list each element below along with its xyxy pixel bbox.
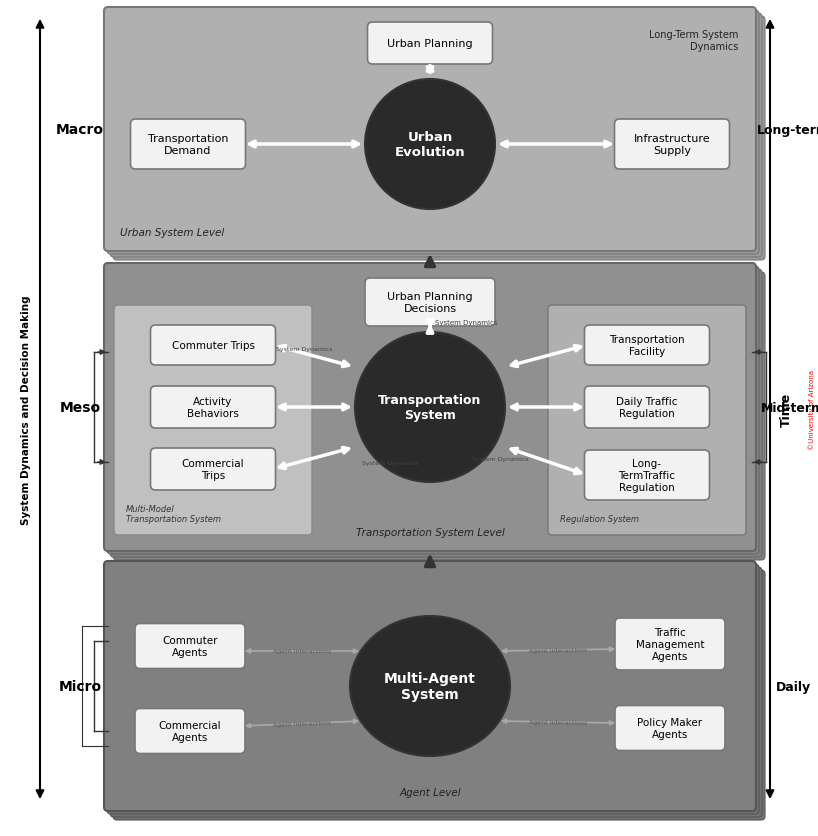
Ellipse shape [350, 616, 510, 756]
Text: Long-
TermTraffic
Regulation: Long- TermTraffic Regulation [618, 459, 676, 492]
Text: System Dynamics: System Dynamics [472, 457, 528, 462]
FancyBboxPatch shape [110, 14, 762, 257]
Text: Macro: Macro [56, 123, 104, 137]
Ellipse shape [355, 333, 505, 482]
Text: Meso: Meso [60, 400, 101, 415]
FancyBboxPatch shape [107, 564, 759, 814]
FancyBboxPatch shape [113, 570, 765, 820]
Text: Commuter
Agents: Commuter Agents [162, 635, 218, 657]
Text: Multi-Agent
System: Multi-Agent System [384, 671, 476, 701]
FancyBboxPatch shape [135, 624, 245, 669]
FancyBboxPatch shape [110, 568, 762, 817]
FancyBboxPatch shape [135, 709, 245, 753]
FancyBboxPatch shape [151, 386, 276, 429]
Text: Transportation System Level: Transportation System Level [356, 528, 505, 538]
Text: Transportation
Facility: Transportation Facility [609, 334, 685, 356]
Text: Commuter Trips: Commuter Trips [172, 340, 254, 350]
Text: Transportation
System: Transportation System [378, 394, 482, 421]
FancyBboxPatch shape [615, 706, 725, 751]
Text: Long-Term System
Dynamics: Long-Term System Dynamics [649, 30, 738, 52]
FancyBboxPatch shape [104, 263, 756, 551]
Text: Time: Time [780, 392, 793, 426]
Ellipse shape [365, 80, 495, 210]
Text: Traffic
Management
Agents: Traffic Management Agents [636, 628, 704, 660]
FancyBboxPatch shape [585, 325, 709, 365]
FancyBboxPatch shape [114, 306, 312, 535]
Text: Agent Interactions: Agent Interactions [529, 647, 587, 653]
FancyBboxPatch shape [585, 451, 709, 501]
Text: Agent Interactions: Agent Interactions [272, 720, 331, 727]
Text: Mid-term: Mid-term [761, 401, 818, 414]
Text: Agent Interactions: Agent Interactions [529, 719, 587, 725]
FancyBboxPatch shape [131, 120, 245, 170]
Text: System Dynamics: System Dynamics [276, 346, 332, 351]
FancyBboxPatch shape [585, 386, 709, 429]
Text: Transportation
Demand: Transportation Demand [148, 134, 228, 155]
FancyBboxPatch shape [104, 8, 756, 252]
Text: Micro: Micro [58, 679, 101, 693]
Text: Infrastructure
Supply: Infrastructure Supply [634, 134, 710, 155]
Text: System Dynamics: System Dynamics [435, 319, 497, 325]
Text: Daily Traffic
Regulation: Daily Traffic Regulation [616, 397, 678, 418]
Text: Agent Interactions: Agent Interactions [273, 649, 331, 654]
Text: Activity
Behaviors: Activity Behaviors [187, 397, 239, 418]
Text: System Dynamics and Decision Making: System Dynamics and Decision Making [21, 295, 31, 524]
FancyBboxPatch shape [107, 11, 759, 255]
Text: Urban System Level: Urban System Level [120, 227, 224, 237]
FancyBboxPatch shape [548, 306, 746, 535]
Text: Policy Maker
Agents: Policy Maker Agents [637, 717, 703, 739]
FancyBboxPatch shape [151, 325, 276, 365]
FancyBboxPatch shape [367, 23, 492, 65]
FancyBboxPatch shape [107, 267, 759, 554]
Text: Agent Level: Agent Level [399, 787, 461, 797]
FancyBboxPatch shape [113, 273, 765, 560]
Text: Multi-Model
Transportation System: Multi-Model Transportation System [126, 504, 221, 523]
Text: Daily: Daily [775, 680, 811, 693]
FancyBboxPatch shape [614, 120, 730, 170]
Text: Commercial
Agents: Commercial Agents [159, 721, 222, 742]
FancyBboxPatch shape [615, 619, 725, 670]
FancyBboxPatch shape [151, 448, 276, 491]
Text: System Dynamics: System Dynamics [362, 460, 418, 465]
Text: Urban
Evolution: Urban Evolution [395, 131, 465, 159]
FancyBboxPatch shape [365, 278, 495, 327]
Text: ©University of Arizona: ©University of Arizona [809, 370, 816, 450]
Text: Regulation System: Regulation System [560, 514, 639, 523]
FancyBboxPatch shape [104, 561, 756, 811]
Text: Urban Planning
Decisions: Urban Planning Decisions [387, 292, 473, 314]
Text: Long-term: Long-term [757, 124, 818, 136]
Text: Urban Planning: Urban Planning [387, 39, 473, 49]
FancyBboxPatch shape [113, 17, 765, 261]
Text: Commercial
Trips: Commercial Trips [182, 459, 245, 480]
FancyBboxPatch shape [110, 270, 762, 558]
